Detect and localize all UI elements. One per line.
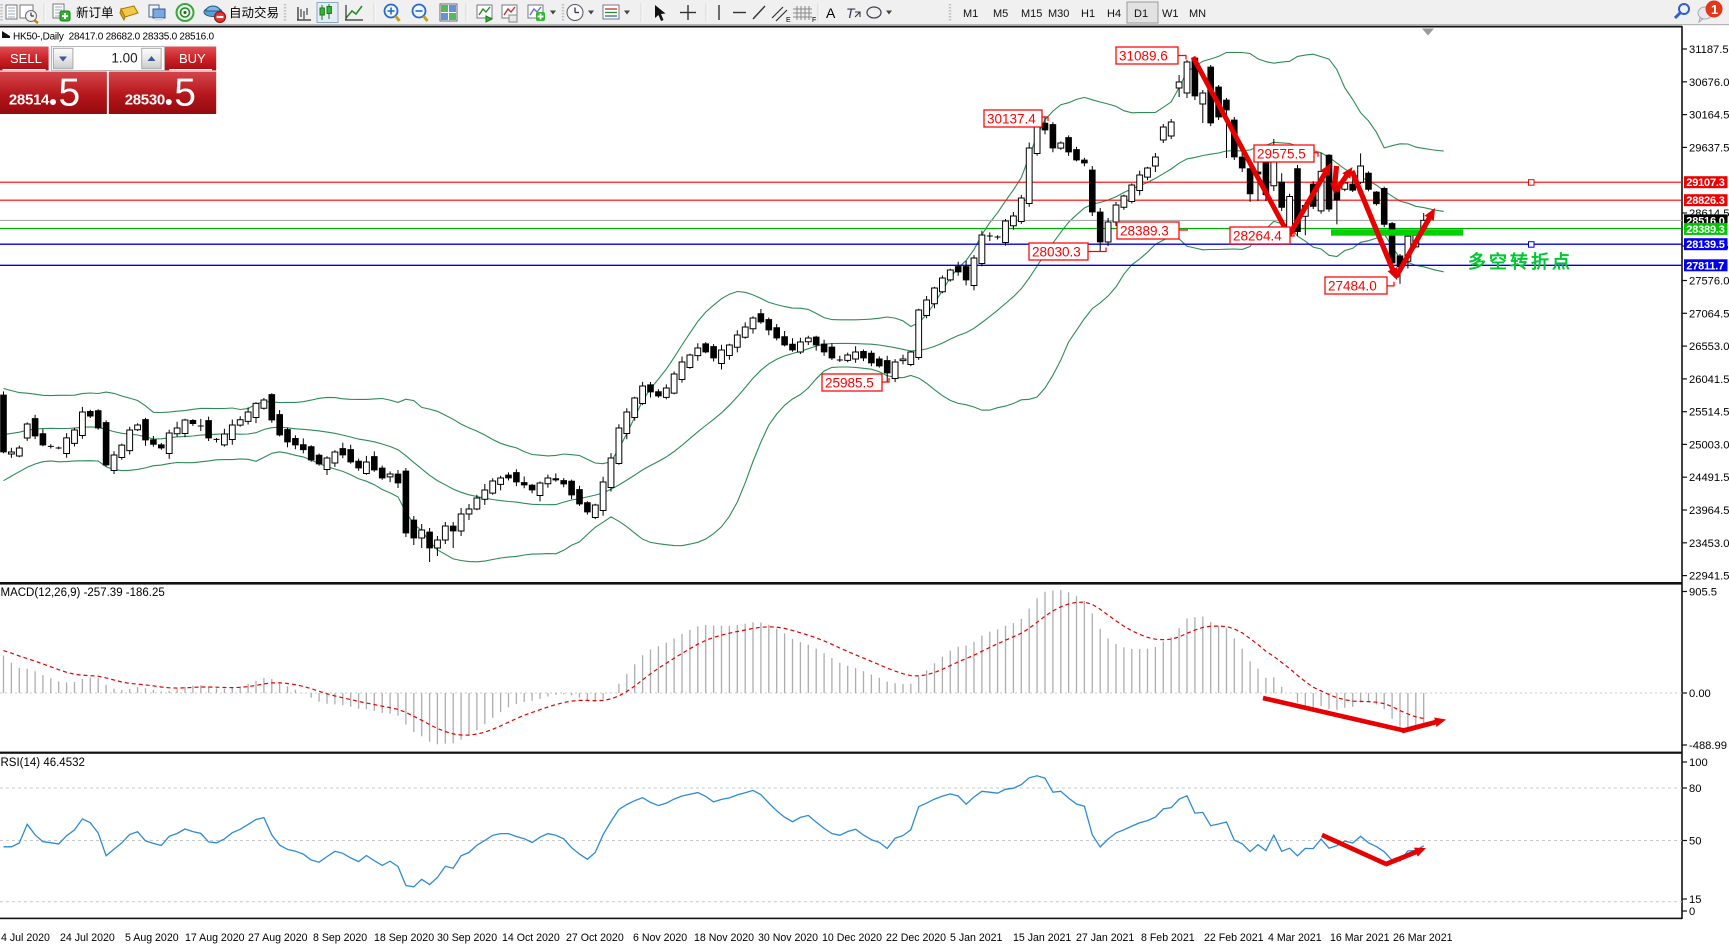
svg-text:17 Aug 2020: 17 Aug 2020 xyxy=(185,932,245,944)
svg-text:23964.5: 23964.5 xyxy=(1689,505,1729,517)
svg-text:5 Aug 2020: 5 Aug 2020 xyxy=(125,932,179,944)
svg-text:5: 5 xyxy=(59,72,81,115)
svg-text:1: 1 xyxy=(1711,2,1718,17)
svg-text:28030.3: 28030.3 xyxy=(1032,245,1081,260)
svg-text:多空转折点: 多空转折点 xyxy=(1468,251,1573,272)
svg-text:SELL: SELL xyxy=(10,51,42,66)
svg-text:6 Nov 2020: 6 Nov 2020 xyxy=(633,932,687,944)
svg-text:M15: M15 xyxy=(1021,8,1042,20)
svg-text:30137.4: 30137.4 xyxy=(987,112,1036,127)
svg-text:15: 15 xyxy=(1689,894,1701,906)
svg-text:30164.5: 30164.5 xyxy=(1689,110,1729,122)
svg-text:0.00: 0.00 xyxy=(1689,688,1711,700)
svg-text:新订单: 新订单 xyxy=(76,5,114,20)
svg-text:4 Jul 2020: 4 Jul 2020 xyxy=(1,932,50,944)
svg-text:80: 80 xyxy=(1689,783,1701,795)
svg-text:905.5: 905.5 xyxy=(1689,587,1717,599)
svg-text:27 Jan 2021: 27 Jan 2021 xyxy=(1076,932,1134,944)
svg-text:BUY: BUY xyxy=(179,51,206,66)
svg-text:25985.5: 25985.5 xyxy=(825,376,874,391)
svg-text:E: E xyxy=(786,17,791,24)
svg-text:25514.5: 25514.5 xyxy=(1689,407,1729,419)
svg-text:31089.6: 31089.6 xyxy=(1119,49,1168,64)
svg-text:29575.5: 29575.5 xyxy=(1257,147,1306,162)
svg-text:18 Sep 2020: 18 Sep 2020 xyxy=(374,932,434,944)
svg-text:14 Oct 2020: 14 Oct 2020 xyxy=(502,932,560,944)
svg-text:27811.7: 27811.7 xyxy=(1686,260,1724,272)
svg-text:100: 100 xyxy=(1689,757,1708,769)
svg-text:22 Dec 2020: 22 Dec 2020 xyxy=(886,932,946,944)
svg-text:28514: 28514 xyxy=(9,92,50,109)
svg-text:-488.99: -488.99 xyxy=(1689,740,1727,752)
svg-text:T: T xyxy=(846,5,856,21)
svg-text:27484.0: 27484.0 xyxy=(1328,279,1377,294)
svg-text:27064.5: 27064.5 xyxy=(1689,308,1729,320)
svg-text:28389.3: 28389.3 xyxy=(1120,224,1169,239)
svg-text:自动交易: 自动交易 xyxy=(229,5,279,20)
svg-text:29637.5: 29637.5 xyxy=(1689,142,1729,154)
svg-text:MACD(12,26,9) -257.39 -186.25: MACD(12,26,9) -257.39 -186.25 xyxy=(1,587,165,599)
svg-text:25003.0: 25003.0 xyxy=(1689,439,1729,451)
svg-text:A: A xyxy=(826,5,836,21)
svg-text:23453.0: 23453.0 xyxy=(1689,538,1729,550)
svg-text:F: F xyxy=(812,17,816,24)
svg-text:28530: 28530 xyxy=(125,92,165,109)
svg-text:18 Nov 2020: 18 Nov 2020 xyxy=(694,932,754,944)
svg-text:29107.3: 29107.3 xyxy=(1686,177,1724,189)
svg-text:H1: H1 xyxy=(1081,8,1095,20)
svg-text:30 Nov 2020: 30 Nov 2020 xyxy=(758,932,818,944)
svg-text:RSI(14) 46.4532: RSI(14) 46.4532 xyxy=(1,757,85,769)
svg-text:HK50-,Daily 28417.0 28682.0 2: HK50-,Daily 28417.0 28682.0 28335.0 2851… xyxy=(13,32,215,43)
svg-text:31187.5: 31187.5 xyxy=(1689,44,1729,56)
svg-text:4 Mar 2021: 4 Mar 2021 xyxy=(1268,932,1322,944)
svg-text:1.00: 1.00 xyxy=(111,51,137,66)
svg-text:27576.0: 27576.0 xyxy=(1689,276,1729,288)
svg-text:16 Mar 2021: 16 Mar 2021 xyxy=(1330,932,1390,944)
svg-text:M30: M30 xyxy=(1048,8,1069,20)
svg-text:28389.3: 28389.3 xyxy=(1686,224,1724,236)
svg-text:8 Sep 2020: 8 Sep 2020 xyxy=(313,932,367,944)
svg-text:15 Jan 2021: 15 Jan 2021 xyxy=(1013,932,1071,944)
svg-text:22941.5: 22941.5 xyxy=(1689,571,1729,583)
svg-text:10 Dec 2020: 10 Dec 2020 xyxy=(822,932,882,944)
svg-text:22 Feb 2021: 22 Feb 2021 xyxy=(1204,932,1264,944)
svg-text:M5: M5 xyxy=(993,8,1008,20)
svg-text:26553.0: 26553.0 xyxy=(1689,341,1729,353)
svg-text:28139.5: 28139.5 xyxy=(1686,239,1724,251)
svg-text:MN: MN xyxy=(1189,8,1206,20)
svg-text:26041.5: 26041.5 xyxy=(1689,374,1729,386)
svg-text:5: 5 xyxy=(174,72,196,115)
svg-text:24 Jul 2020: 24 Jul 2020 xyxy=(60,932,115,944)
svg-text:27 Aug 2020: 27 Aug 2020 xyxy=(248,932,308,944)
svg-text:27 Oct 2020: 27 Oct 2020 xyxy=(566,932,624,944)
svg-text:24491.5: 24491.5 xyxy=(1689,472,1729,484)
svg-text:30 Sep 2020: 30 Sep 2020 xyxy=(437,932,497,944)
svg-text:D1: D1 xyxy=(1134,8,1148,20)
svg-text:W1: W1 xyxy=(1162,8,1179,20)
svg-text:8 Feb 2021: 8 Feb 2021 xyxy=(1141,932,1195,944)
svg-text:30676.0: 30676.0 xyxy=(1689,77,1729,89)
svg-text:5 Jan 2021: 5 Jan 2021 xyxy=(950,932,1003,944)
svg-text:26 Mar 2021: 26 Mar 2021 xyxy=(1393,932,1453,944)
svg-text:28826.3: 28826.3 xyxy=(1686,195,1724,207)
svg-text:H4: H4 xyxy=(1107,8,1121,20)
svg-text:M1: M1 xyxy=(963,8,978,20)
svg-text:50: 50 xyxy=(1689,836,1701,848)
svg-text:0: 0 xyxy=(1689,906,1695,918)
svg-text:28264.4: 28264.4 xyxy=(1233,229,1282,244)
